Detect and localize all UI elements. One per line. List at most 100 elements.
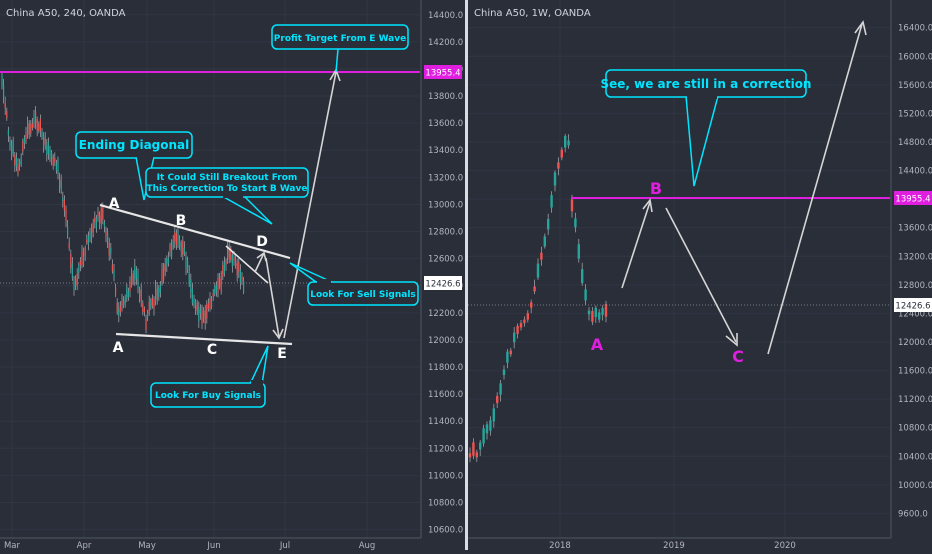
left-candle-body: [227, 245, 229, 258]
right-candle-body: [581, 269, 584, 284]
right-x-tick-label: 2018: [549, 541, 571, 550]
right-y-tick-label: 16400.0: [898, 24, 932, 34]
left-candle-body: [134, 265, 136, 281]
left-candle-body: [83, 254, 85, 263]
right-candle-body: [601, 307, 604, 316]
left-candle-body: [54, 158, 56, 163]
right-y-tick-label: 13200.0: [898, 252, 932, 262]
left-candle-body: [38, 123, 40, 131]
left-candle-body: [230, 247, 232, 260]
left-candle-body: [116, 302, 118, 313]
left-candle-body: [156, 288, 158, 300]
left-candle-body: [51, 152, 53, 159]
left-candle-body: [33, 114, 35, 123]
left-candle-body: [22, 141, 24, 152]
right-candle-body: [553, 172, 557, 186]
left-candle-body: [238, 262, 240, 272]
left-candle-body: [52, 156, 54, 167]
left-candle-body: [89, 231, 91, 240]
left-x-tick-label: Jun: [206, 541, 220, 550]
right-y-tick-label: 9600.0: [898, 509, 928, 519]
left-candle-body: [182, 240, 184, 255]
left-candle-body: [132, 273, 134, 282]
left-y-tick-label: 13600.0: [428, 119, 463, 129]
wave-label-a-lower: A: [113, 340, 124, 356]
left-candle-body: [55, 163, 57, 171]
left-candle-body: [79, 260, 81, 266]
left-candle-body: [151, 298, 153, 307]
left-candle-body: [180, 243, 182, 251]
right-y-tick-label: 15600.0: [898, 81, 932, 91]
right-candle-body: [547, 218, 550, 230]
left-candle-body: [102, 206, 104, 220]
right-current-price-label: 12426.6: [894, 298, 932, 312]
left-y-tick-label: 11000.0: [428, 471, 463, 481]
left-candle-body: [36, 119, 38, 131]
left-candle-body: [204, 310, 206, 324]
left-candle-body: [222, 265, 224, 277]
callout-ending-diagonal: Ending Diagonal: [75, 131, 193, 201]
left-candle-body: [203, 310, 205, 319]
left-candle-body: [164, 263, 166, 272]
right-candle-body: [496, 395, 499, 404]
left-candle-body: [183, 247, 185, 255]
left-candle-body: [161, 269, 163, 282]
left-candle-body: [163, 265, 165, 281]
left-candle-body: [43, 135, 45, 147]
right-candle-body: [540, 252, 543, 260]
left-candle-body: [147, 312, 149, 318]
wave-label-e: E: [277, 346, 287, 362]
right-candle-body: [560, 149, 563, 158]
left-candle-body: [95, 218, 97, 229]
left-candle-body: [217, 278, 219, 293]
callout-correction: See, we are still in a correction: [601, 69, 811, 187]
callout-breakout: It Could Still Breakout From This Correc…: [145, 167, 309, 225]
right-y-tick-label: 16000.0: [898, 52, 932, 62]
wave-label-a-upper: A: [109, 196, 120, 212]
left-candle-body: [4, 102, 6, 109]
left-candle-body: [193, 298, 195, 306]
right-y-tick-label: 11200.0: [898, 395, 932, 405]
left-candle-body: [65, 208, 67, 221]
right-current-price-text: 12426.6: [895, 302, 930, 312]
left-y-tick-label: 14400.0: [428, 11, 463, 21]
right-candle-body: [509, 350, 512, 355]
right-chart-panel[interactable]: See, we are still in a correction A B C …: [468, 0, 932, 551]
left-candle-body: [105, 232, 107, 237]
right-resistance-price-text: 13955.4: [895, 195, 930, 205]
left-candle-body: [241, 276, 243, 282]
left-candle-body: [140, 289, 142, 302]
right-candle-body: [543, 236, 546, 247]
left-candle-body: [73, 280, 75, 290]
left-candle-body: [103, 222, 105, 227]
right-y-tick-label: 12400.0: [898, 309, 932, 319]
left-candle-body: [223, 262, 225, 274]
right-candle-body: [468, 453, 472, 458]
left-candle-body: [62, 197, 64, 201]
left-candle-body: [19, 161, 21, 166]
left-y-tick-label: 11600.0: [428, 390, 463, 400]
left-candle-body: [215, 285, 217, 293]
right-wave-label-c: C: [732, 347, 744, 366]
callout-breakout-line1: It Could Still Breakout From: [157, 173, 298, 183]
right-candle-body: [567, 140, 570, 146]
left-candle-body: [39, 118, 41, 132]
lower-trendline: [115, 332, 293, 346]
left-grid: [0, 0, 420, 538]
left-candle-body: [207, 302, 209, 309]
left-y-tick-label: 10800.0: [428, 498, 463, 508]
right-candle-body: [536, 263, 540, 278]
left-candle-body: [31, 123, 33, 129]
left-chart-panel[interactable]: Profit Target From E Wave Ending Diagona…: [0, 0, 463, 551]
left-candle-body: [145, 319, 147, 330]
left-chart-title: China A50, 240, OANDA: [6, 8, 126, 19]
left-candle-body: [11, 146, 13, 154]
left-candle-body: [148, 301, 150, 314]
right-y-tick-label: 10000.0: [898, 481, 932, 491]
right-candle-body: [550, 195, 553, 208]
right-wave-label-a: A: [591, 335, 604, 354]
left-candle-body: [236, 263, 238, 276]
left-candle-body: [3, 85, 5, 98]
right-candle-body: [472, 442, 475, 456]
left-candle-body: [108, 242, 110, 256]
